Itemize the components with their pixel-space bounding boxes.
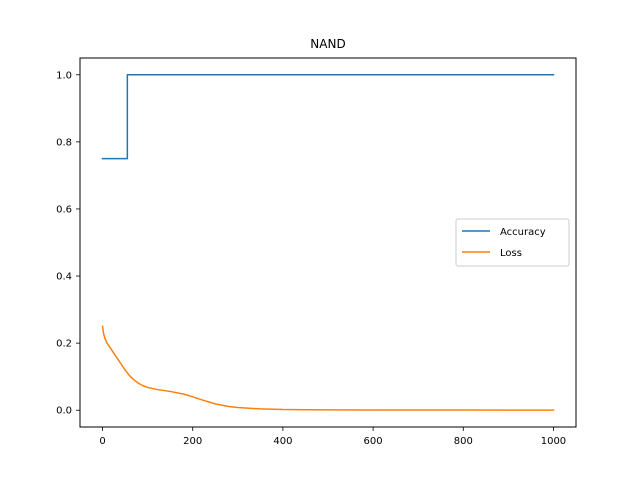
x-axis: 0 200 400 600 800 1000 bbox=[99, 427, 566, 447]
x-tick-label: 400 bbox=[273, 436, 292, 447]
y-axis: 0.0 0.2 0.4 0.6 0.8 1.0 bbox=[56, 70, 80, 417]
x-tick-label: 800 bbox=[454, 436, 473, 447]
y-tick-label: 0.6 bbox=[56, 204, 72, 215]
chart-title: NAND bbox=[310, 37, 345, 51]
x-tick-label: 600 bbox=[364, 436, 383, 447]
series-line-loss bbox=[101, 325, 555, 411]
series-line-accuracy bbox=[101, 74, 555, 160]
y-tick-label: 0.0 bbox=[56, 406, 72, 417]
y-tick-label: 0.2 bbox=[56, 339, 72, 350]
x-tick-label: 200 bbox=[183, 436, 202, 447]
plot-area bbox=[101, 74, 555, 411]
x-tick-label: 1000 bbox=[541, 436, 566, 447]
y-tick-label: 1.0 bbox=[56, 70, 72, 81]
x-tick-label: 0 bbox=[99, 436, 105, 447]
legend-label-accuracy: Accuracy bbox=[500, 227, 546, 238]
legend-label-loss: Loss bbox=[500, 248, 522, 259]
legend: Accuracy Loss bbox=[455, 218, 570, 267]
y-tick-label: 0.4 bbox=[56, 272, 72, 283]
axes-frame bbox=[79, 57, 577, 428]
y-tick-label: 0.8 bbox=[56, 137, 72, 148]
